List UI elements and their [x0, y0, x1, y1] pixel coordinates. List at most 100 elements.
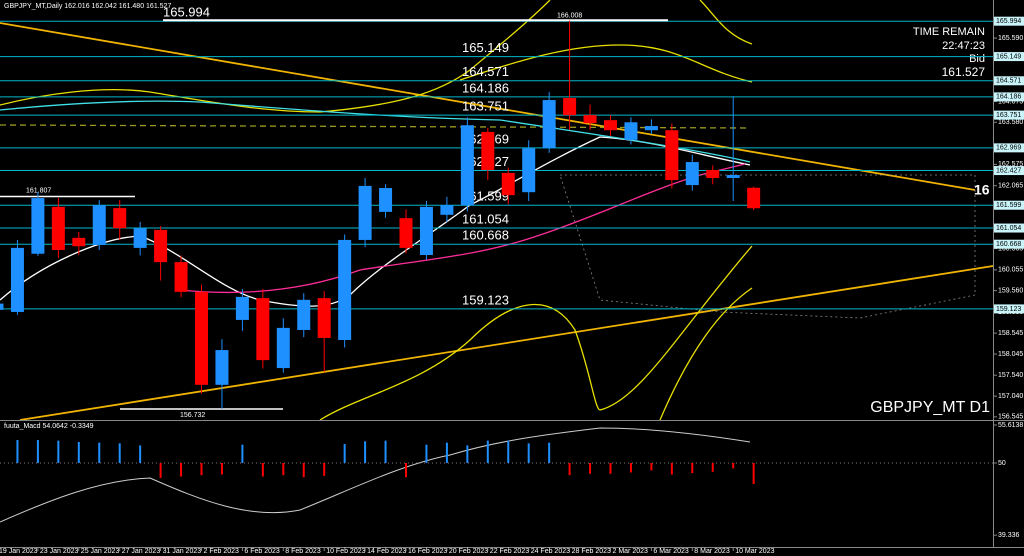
level-tag-label: 161.054: [996, 225, 1021, 232]
band-mid: [459, 44, 753, 83]
macd-bar: [609, 462, 612, 474]
candle-body: [685, 162, 699, 186]
candle-body: [10, 247, 24, 312]
macd-bar: [405, 462, 407, 478]
candle-body: [0, 303, 4, 310]
macd-bar: [752, 462, 755, 484]
indicator-lines: [0, 0, 994, 523]
timer-value: 22:47:23: [942, 40, 985, 52]
macd-bar: [691, 462, 694, 474]
level-tag: [994, 223, 1024, 233]
macd-bar: [16, 439, 19, 463]
macd-bar: [57, 440, 60, 463]
candle-body: [154, 229, 168, 263]
level-tag-label: 162.969: [996, 145, 1021, 152]
candle-body: [72, 237, 86, 247]
macd-bar: [589, 462, 592, 474]
macd-bar: [527, 443, 530, 463]
x-tick-label: 8 Feb 2023: [285, 548, 321, 555]
edge-label: 16: [974, 182, 990, 198]
trend-line: [19, 265, 994, 421]
level-label: 165.149: [462, 40, 509, 55]
macd-bar: [200, 462, 203, 476]
high-label: 166.008: [557, 12, 582, 19]
candle-body: [624, 122, 638, 140]
x-tick-label: 27 Jan 2023: [122, 548, 161, 555]
y-tick-label: 163.580: [998, 119, 1023, 126]
level-tag-label: 165.149: [996, 53, 1021, 60]
y-tick-label: 164.075: [998, 98, 1023, 105]
level-tag: [994, 239, 1024, 249]
candle-body: [92, 205, 106, 245]
candle-body: [174, 262, 188, 292]
x-tick-label: 10 Mar 2023: [735, 548, 774, 555]
y-tick-label: 162.065: [998, 183, 1023, 190]
level-tag-label: 163.751: [996, 112, 1021, 119]
candle-body: [665, 130, 679, 181]
level-tag: [994, 16, 1024, 26]
x-tick-label: 23 Jan 2023: [40, 548, 79, 555]
y-tick-label: 160.055: [998, 267, 1023, 274]
x-tick-label: 14 Feb 2023: [367, 548, 406, 555]
candle-body: [256, 298, 270, 361]
level-label: 164.571: [462, 64, 509, 79]
candle-body: [379, 188, 393, 212]
candle-body: [604, 120, 617, 131]
level-tag-label: 165.994: [996, 18, 1021, 25]
macd-bar: [384, 440, 387, 463]
macd-bar: [364, 441, 367, 463]
macd-title: fuuta_Macd 54.0642 -0.3349: [4, 423, 94, 430]
candle-body: [440, 205, 454, 215]
level-label: 161.054: [462, 211, 509, 226]
low-label: 156.732: [180, 412, 205, 419]
level-tag: [994, 52, 1024, 62]
price-marker-label: 161.807: [26, 187, 51, 194]
candle-body: [706, 170, 720, 178]
trend-line: [0, 22, 976, 191]
candle-body: [297, 299, 311, 330]
level-tag: [994, 200, 1024, 210]
x-tick-label: 6 Feb 2023: [244, 548, 280, 555]
y-tick-label: 156.545: [998, 414, 1023, 421]
y-tick-label: 158.545: [998, 330, 1023, 337]
macd-bar: [568, 462, 571, 476]
candle-body: [583, 115, 597, 124]
candle-body: [317, 298, 331, 338]
candle-body: [501, 172, 515, 196]
y-tick-label: 158.045: [998, 351, 1023, 358]
candle-body: [215, 350, 229, 385]
macd-bar: [180, 462, 183, 477]
level-tag: [994, 143, 1024, 153]
ma-white: [0, 136, 751, 307]
macd-bar: [732, 462, 735, 469]
level-tag-label: 160.668: [996, 241, 1021, 248]
x-tick-label: 28 Feb 2023: [572, 548, 611, 555]
x-tick-label: 10 Feb 2023: [326, 548, 365, 555]
candle-body: [542, 100, 556, 149]
x-tick-label: 16 Feb 2023: [408, 548, 447, 555]
macd-bar: [486, 440, 489, 463]
x-tick-label: 22 Feb 2023: [490, 548, 529, 555]
candle-body: [195, 291, 208, 385]
band-upper: [0, 0, 753, 113]
y-tick-label: 50: [998, 460, 1006, 467]
y-tick-label: 157.540: [998, 372, 1023, 379]
macd-bar: [302, 462, 305, 478]
y-tick-label: 165.590: [998, 35, 1023, 42]
candle-body: [644, 126, 658, 131]
level-tag-label: 164.571: [996, 78, 1021, 85]
x-tick-label: 20 Feb 2023: [449, 548, 488, 555]
macd-bar: [548, 442, 551, 463]
macd-bar: [670, 462, 673, 475]
macd-bar: [650, 462, 653, 471]
y-tick-label: 159.560: [998, 287, 1023, 294]
band-lower: [319, 245, 753, 421]
candle-body: [276, 327, 290, 369]
ma-dashed: [0, 124, 751, 129]
level-tag-label: 162.427: [996, 167, 1021, 174]
x-tick-label: 19 Jan 2023: [0, 548, 38, 555]
symbol-label: GBPJPY_MT D1: [870, 399, 990, 416]
candle-body: [747, 187, 761, 209]
